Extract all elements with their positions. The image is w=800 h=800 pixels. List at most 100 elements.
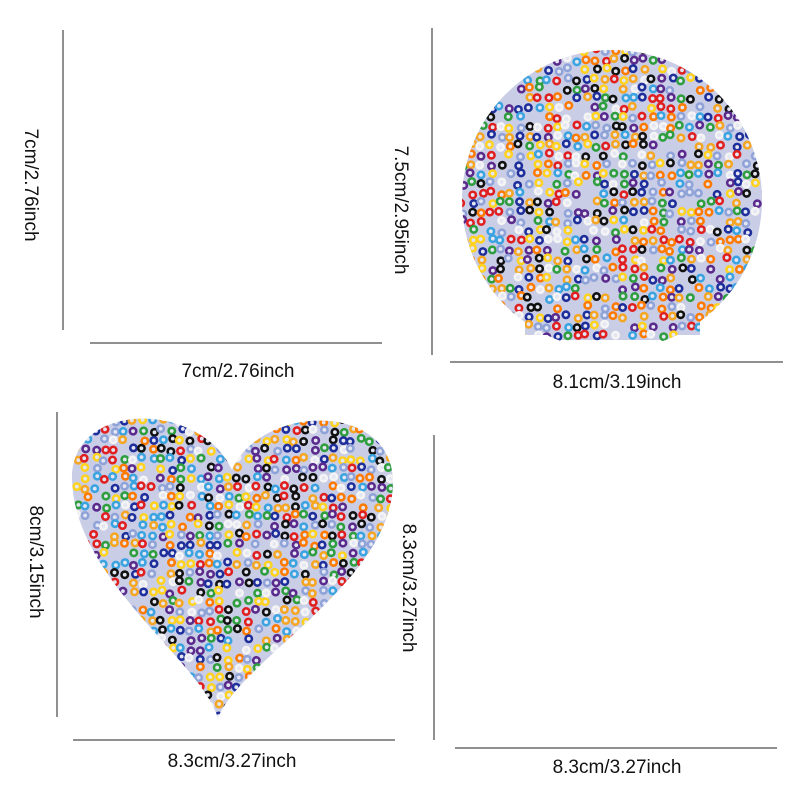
bead — [458, 38, 464, 44]
bead — [430, 218, 436, 224]
bead — [245, 263, 251, 269]
bead — [119, 418, 129, 426]
bead — [484, 443, 490, 449]
bead — [656, 423, 662, 429]
bead — [225, 81, 231, 87]
bead — [218, 101, 224, 107]
bead — [676, 460, 682, 466]
bead — [185, 531, 195, 541]
bead — [260, 597, 270, 607]
bead — [103, 232, 109, 238]
bead — [630, 84, 640, 94]
bead — [656, 263, 666, 273]
bead — [760, 479, 766, 485]
bead — [724, 576, 730, 582]
bead — [677, 158, 687, 168]
bead — [83, 137, 89, 143]
bead — [571, 633, 577, 639]
bead — [462, 330, 469, 340]
bead — [396, 503, 402, 509]
bead — [466, 620, 472, 626]
bead — [685, 546, 691, 552]
bead — [124, 44, 130, 50]
bead — [694, 440, 700, 446]
bead — [665, 130, 675, 140]
bead — [108, 615, 118, 625]
bead — [724, 159, 734, 169]
bead — [477, 281, 487, 291]
bead — [562, 431, 568, 437]
bead — [507, 576, 513, 582]
bead — [199, 204, 205, 210]
bead — [668, 593, 674, 599]
bead — [92, 177, 98, 183]
bead — [357, 693, 367, 703]
bead — [189, 203, 195, 209]
bead — [725, 265, 735, 275]
bead — [715, 422, 721, 428]
bead — [156, 633, 166, 643]
bead — [561, 565, 567, 571]
bead — [120, 491, 130, 501]
bead — [360, 400, 366, 406]
bead — [713, 103, 723, 113]
bead — [371, 310, 377, 316]
bead — [570, 440, 576, 446]
bead — [592, 292, 602, 302]
bead — [244, 509, 254, 519]
bead — [656, 690, 662, 696]
bead — [199, 215, 205, 221]
bead — [685, 293, 695, 303]
bead — [89, 672, 99, 682]
flower-coaster — [82, 32, 387, 336]
bead — [742, 421, 748, 427]
bead — [494, 462, 500, 468]
bead — [497, 728, 503, 734]
bead — [779, 510, 785, 516]
bead — [609, 548, 615, 554]
bead — [647, 460, 653, 466]
bead — [234, 73, 240, 79]
bead — [284, 723, 290, 729]
bead — [611, 66, 621, 76]
bead — [553, 19, 559, 25]
bead — [551, 563, 557, 569]
bead — [171, 129, 177, 135]
bead — [178, 212, 184, 218]
bead — [244, 595, 254, 605]
bead — [187, 148, 193, 154]
bead — [449, 443, 455, 449]
bead — [564, 322, 574, 332]
bead — [302, 168, 308, 174]
bead — [544, 263, 554, 273]
bead — [524, 179, 534, 189]
bead — [245, 251, 251, 257]
bead — [439, 529, 445, 535]
bead — [380, 131, 386, 137]
bead — [386, 616, 394, 626]
bead — [638, 593, 644, 599]
bead — [696, 660, 702, 666]
width-label: 8.3cm/3.27inch — [168, 751, 297, 772]
bead — [543, 567, 549, 573]
bead — [374, 700, 384, 710]
bead — [207, 288, 213, 294]
bead — [637, 321, 647, 331]
bead — [86, 261, 92, 267]
bead — [148, 51, 154, 57]
bead — [590, 641, 596, 647]
bead — [627, 50, 637, 57]
bead — [375, 435, 385, 445]
bead — [121, 243, 127, 249]
bead — [294, 157, 300, 163]
bead — [360, 299, 366, 305]
bead — [251, 502, 261, 512]
bead — [621, 140, 631, 150]
bead — [475, 706, 481, 712]
bead — [236, 280, 242, 286]
bead — [658, 132, 668, 142]
bead — [694, 451, 700, 457]
bead — [687, 275, 697, 285]
bead — [467, 92, 477, 102]
